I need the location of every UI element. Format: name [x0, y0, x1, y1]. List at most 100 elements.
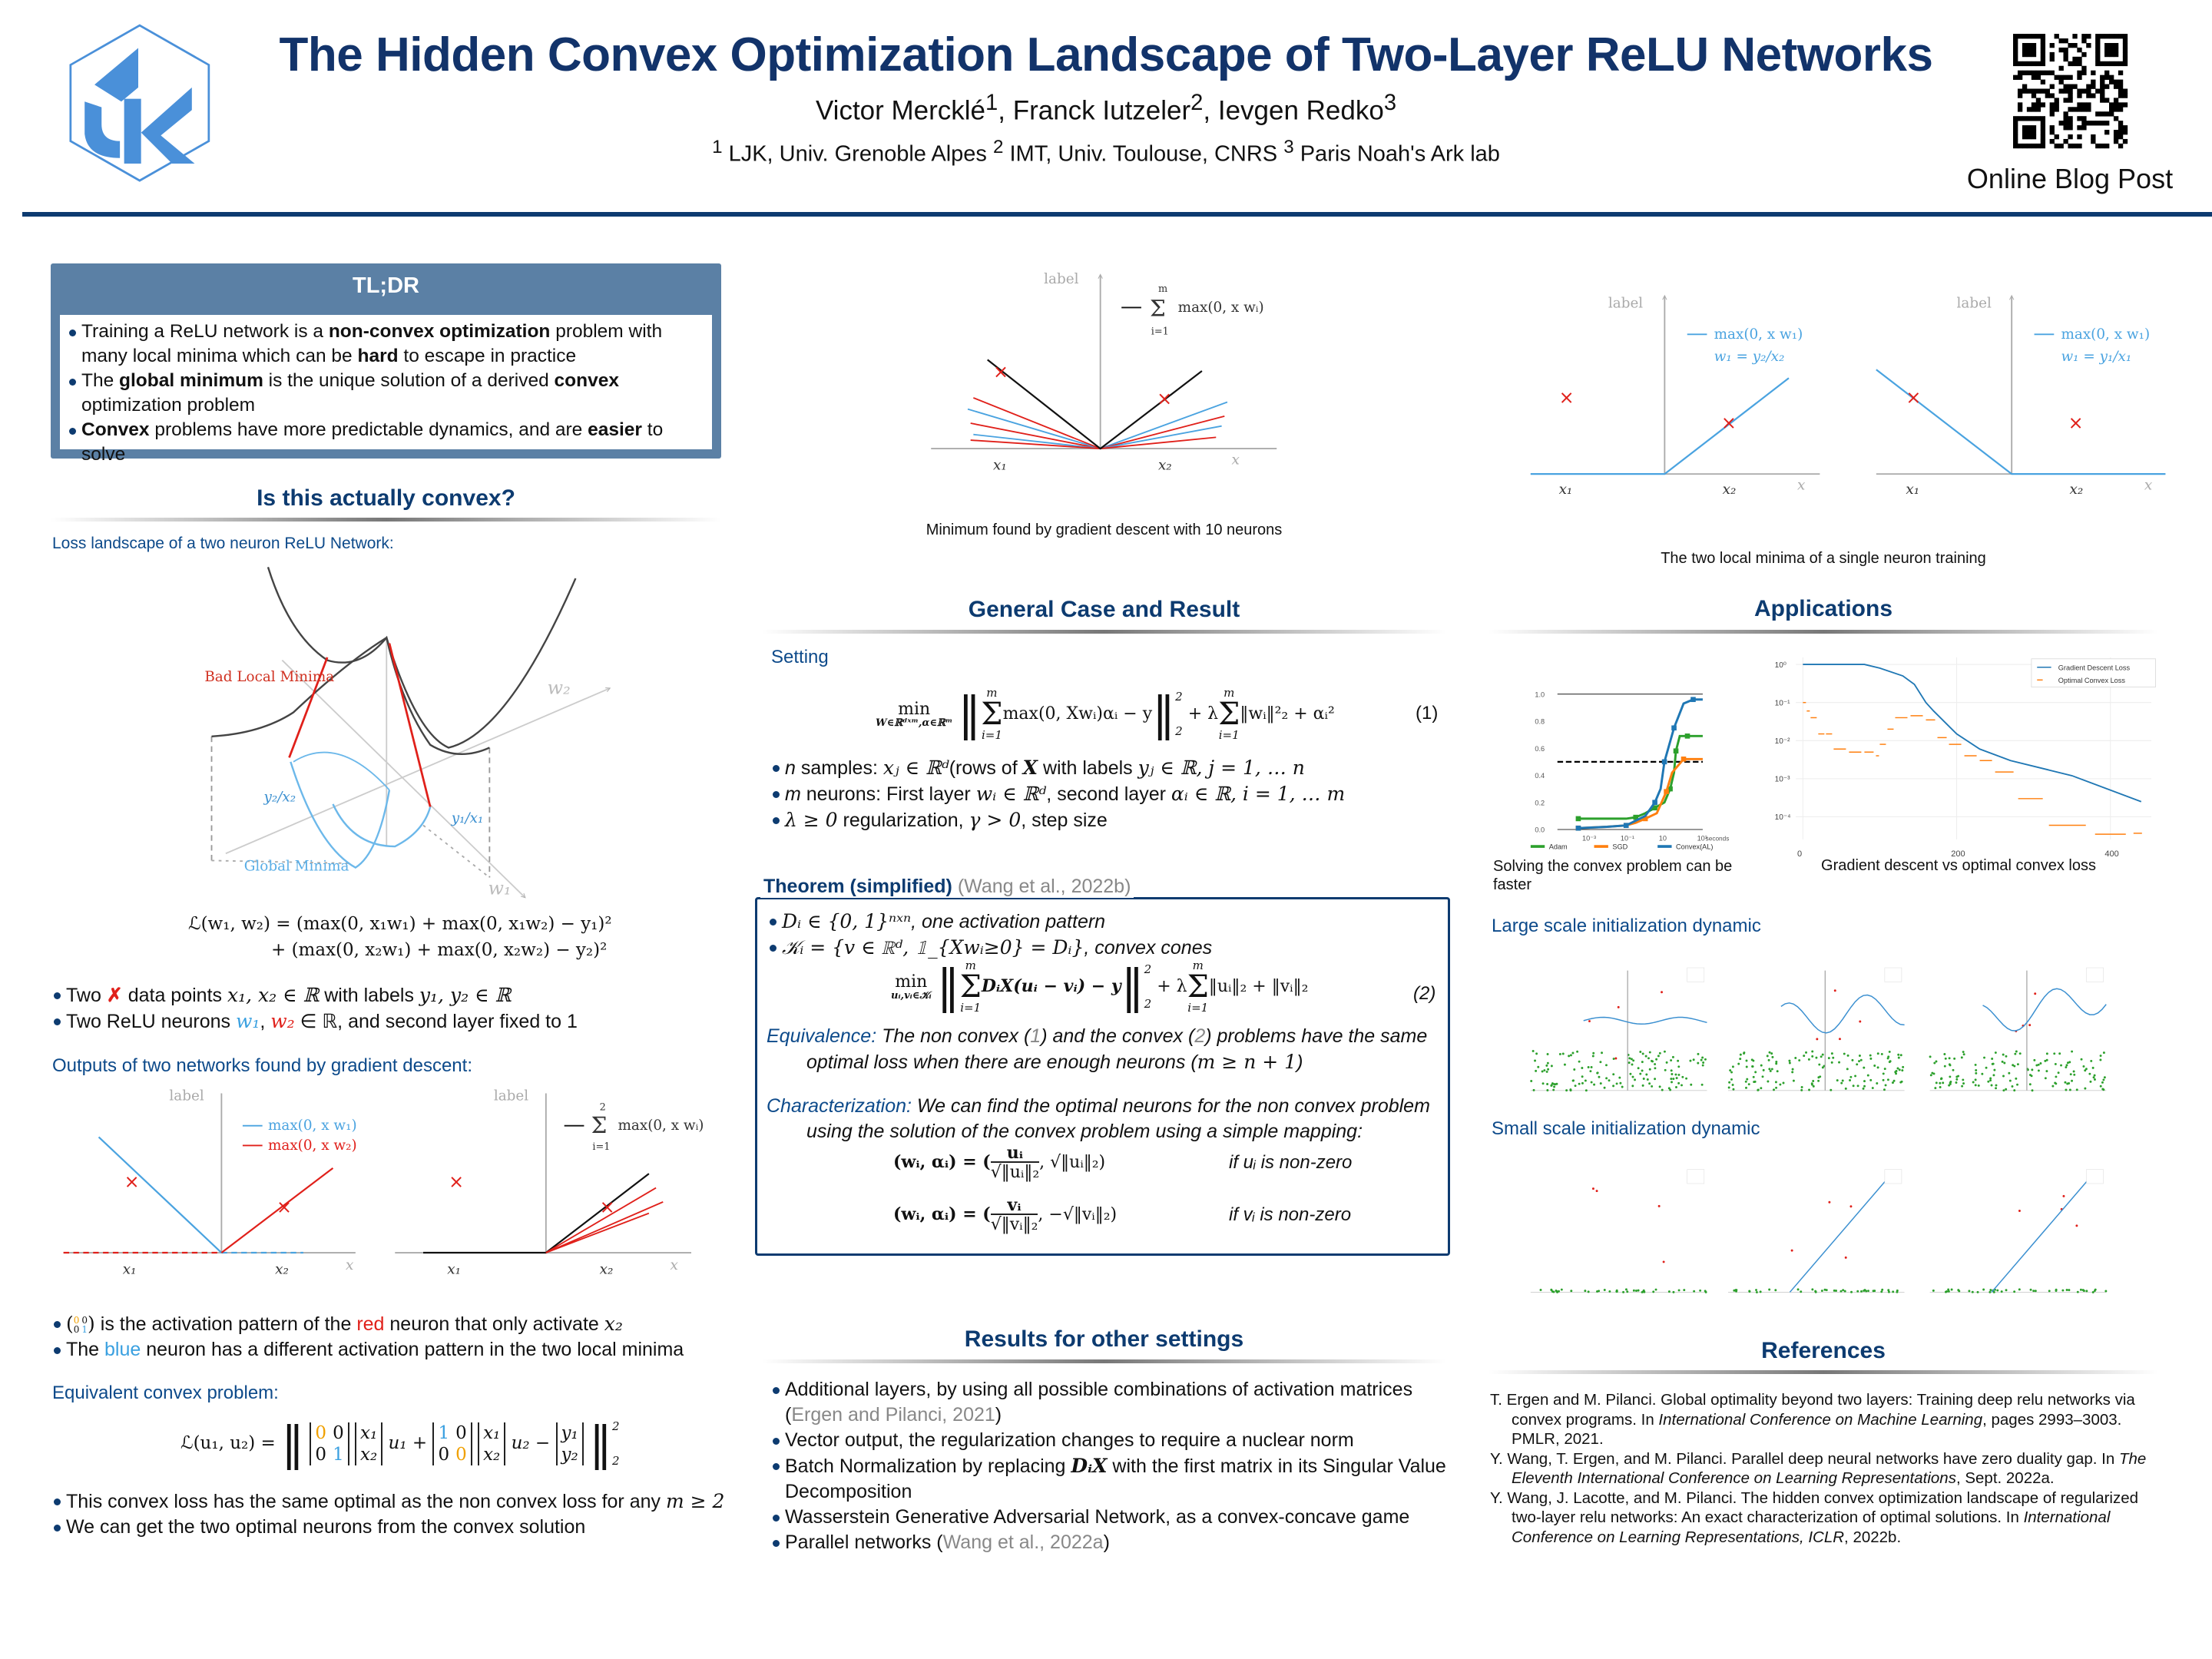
data-dot	[1612, 1073, 1615, 1076]
data-dot	[1598, 1075, 1601, 1078]
qr-module	[2058, 75, 2064, 80]
data-dot	[1732, 1088, 1735, 1091]
data-dot	[1788, 1059, 1791, 1062]
qr-module	[2040, 130, 2046, 135]
data-point-marker: ×	[449, 1171, 464, 1193]
data-dot	[2033, 1058, 2036, 1061]
qr-module	[2086, 88, 2091, 94]
qr-module	[2095, 143, 2101, 149]
qr-module	[2022, 42, 2028, 48]
qr-module	[2045, 93, 2050, 98]
qr-module	[2031, 102, 2037, 108]
data-dot	[2026, 1068, 2029, 1071]
citation-link[interactable]: Ergen and Pilanci, 2021	[791, 1404, 995, 1426]
data-point-marker: ×	[1721, 412, 1737, 433]
data-dot	[1818, 1063, 1821, 1066]
trajectory-line	[1991, 1179, 2089, 1293]
qr-module	[2086, 84, 2091, 89]
qr-module	[2118, 102, 2124, 108]
data-dot	[1811, 1055, 1814, 1058]
data-dot	[1768, 1288, 1771, 1291]
data-dot	[1884, 1084, 1887, 1087]
data-dot	[1869, 1057, 1873, 1060]
qr-module	[2081, 70, 2087, 76]
data-point	[1652, 800, 1657, 806]
data-dot	[2013, 1290, 2016, 1293]
data-dot	[1550, 1065, 1553, 1068]
data-dot	[1821, 1066, 1824, 1069]
data-dot	[1863, 1080, 1866, 1083]
data-dot	[1955, 1078, 1959, 1081]
qr-module	[2118, 130, 2124, 135]
x-tick-label: 10	[1659, 835, 1667, 843]
data-dot	[1692, 1058, 1695, 1061]
qr-module	[2026, 34, 2032, 39]
qr-module	[2104, 98, 2110, 103]
data-dot	[1648, 1082, 1651, 1085]
qr-module	[2035, 116, 2041, 121]
qr-module	[2031, 88, 2037, 94]
data-dot	[1552, 1290, 1555, 1293]
data-dot	[1947, 1288, 1950, 1291]
data-dot	[1761, 1075, 1764, 1078]
data-dot	[1646, 1078, 1649, 1081]
data-dot	[1570, 1290, 1573, 1293]
data-dot	[1992, 1290, 1995, 1293]
bullet: m neurons: First layer wᵢ ∈ ℝᵈ, second l…	[771, 781, 1447, 807]
qr-module	[2049, 51, 2055, 58]
data-dot	[1990, 1084, 1993, 1087]
data-dot	[2044, 1059, 2047, 1062]
qr-module	[2063, 121, 2068, 126]
data-dot	[1555, 1290, 1558, 1292]
data-dot	[2012, 1064, 2015, 1067]
qr-module	[2113, 79, 2119, 84]
data-dot	[1737, 1062, 1740, 1065]
data-dot	[1899, 1054, 1902, 1057]
qr-module	[2118, 79, 2124, 84]
data-dot	[1700, 1083, 1704, 1086]
data-dot	[1866, 1074, 1869, 1077]
qr-module	[2108, 75, 2114, 80]
data-dot	[1731, 1065, 1734, 1068]
qr-module	[2077, 70, 2082, 76]
data-dot	[1675, 1086, 1677, 1088]
qr-module	[2022, 125, 2028, 131]
qr-module	[2122, 88, 2128, 94]
y-axis-label: label	[1044, 271, 1078, 287]
x-tick-label: 10⁻¹	[1621, 835, 1634, 843]
qr-code[interactable]	[2013, 34, 2128, 149]
data-dot	[1995, 1087, 1998, 1090]
data-dot	[1876, 1052, 1879, 1055]
data-dot	[1552, 1088, 1555, 1091]
data-dot	[1661, 1088, 1664, 1091]
data-point	[1664, 789, 1669, 794]
data-dot	[1671, 1055, 1674, 1058]
data-dot	[1704, 1290, 1707, 1293]
data-dot	[2079, 1288, 2082, 1291]
data-dot	[1844, 1256, 1847, 1259]
data-dot	[1667, 1087, 1671, 1090]
legend: max(0, x w₁)	[1714, 326, 1803, 343]
data-dot	[1658, 1051, 1661, 1055]
qr-module	[2122, 61, 2128, 67]
data-dot	[2075, 1088, 2078, 1091]
data-dot	[1670, 1078, 1673, 1081]
qr-module	[2100, 143, 2105, 149]
online-blog-post-link[interactable]: Online Blog Post	[1966, 163, 2174, 194]
data-dot	[1876, 1082, 1879, 1084]
citation-link[interactable]: Wang et al., 2022a	[942, 1532, 1104, 1553]
qr-module	[2100, 93, 2105, 98]
data-dot	[2045, 1052, 2048, 1055]
single-neuron-minimum-2: × × label x x₁ x₂ max(0, x w₁) w₁ = y₁/x…	[1876, 295, 2166, 498]
qr-module	[2026, 88, 2032, 94]
qr-module	[2026, 130, 2032, 135]
qr-module	[2086, 34, 2091, 39]
x-axis-label: x	[1231, 452, 1240, 468]
qr-module	[2068, 84, 2073, 89]
qr-module	[2081, 121, 2087, 126]
data-dot	[1681, 1075, 1684, 1078]
qr-module	[2113, 47, 2119, 53]
data-dot	[1590, 1065, 1593, 1068]
citation-link[interactable]: (Wang et al., 2022b)	[957, 876, 1131, 897]
data-point	[1652, 805, 1657, 811]
